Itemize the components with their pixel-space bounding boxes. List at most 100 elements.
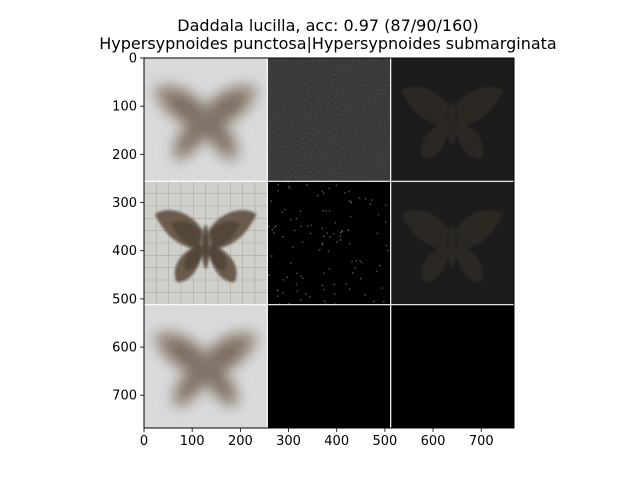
speckle bbox=[333, 283, 335, 286]
speckle bbox=[354, 267, 356, 269]
speckle bbox=[302, 277, 304, 280]
speckle bbox=[273, 226, 276, 229]
x-tick-label: 100 bbox=[180, 434, 205, 449]
speckle bbox=[300, 225, 302, 228]
speckle bbox=[282, 279, 285, 281]
speckle bbox=[308, 296, 311, 298]
cell-background bbox=[267, 304, 391, 428]
image-cell-r1-c0 bbox=[144, 181, 268, 305]
speckle bbox=[282, 236, 284, 238]
speckle bbox=[322, 235, 325, 237]
speckle bbox=[339, 235, 341, 238]
speckle bbox=[322, 192, 325, 194]
speckle bbox=[341, 230, 344, 233]
speckle bbox=[305, 293, 307, 295]
x-tick-label: 700 bbox=[469, 434, 494, 449]
speckle bbox=[284, 208, 286, 211]
speckle bbox=[321, 190, 324, 193]
speckle bbox=[369, 203, 372, 205]
speckle bbox=[341, 230, 343, 232]
speckle bbox=[339, 239, 342, 241]
speckle bbox=[307, 225, 309, 227]
speckle bbox=[277, 183, 279, 186]
speckle bbox=[385, 244, 388, 247]
speckle bbox=[328, 268, 331, 270]
x-tick-label: 600 bbox=[421, 434, 446, 449]
image-cell-r1-c1 bbox=[267, 181, 391, 305]
speckle bbox=[310, 224, 313, 226]
speckle bbox=[326, 232, 328, 234]
speckle bbox=[379, 264, 381, 267]
y-tick-label: 0 bbox=[129, 52, 137, 67]
speckle bbox=[340, 232, 342, 234]
speckle bbox=[288, 302, 290, 305]
speckle bbox=[277, 295, 279, 297]
speckle bbox=[271, 229, 274, 231]
chart-title-line2: Hypersypnoides punctosa|Hypersypnoides s… bbox=[99, 34, 556, 53]
speckle bbox=[328, 187, 330, 190]
x-tick-label: 200 bbox=[228, 434, 253, 449]
speckle bbox=[286, 276, 288, 279]
speckle bbox=[321, 243, 324, 246]
speckle bbox=[336, 241, 338, 243]
speckle bbox=[350, 202, 353, 204]
speckle bbox=[300, 299, 302, 301]
x-tick-label: 300 bbox=[276, 434, 301, 449]
image-cell-r2-c0 bbox=[144, 304, 268, 428]
cell-background bbox=[267, 181, 391, 305]
speckle bbox=[332, 233, 334, 235]
speckle bbox=[323, 272, 325, 274]
speckle bbox=[348, 200, 350, 202]
speckle bbox=[325, 210, 327, 212]
speckle bbox=[344, 191, 346, 194]
cell-background bbox=[390, 304, 514, 428]
speckle bbox=[348, 242, 351, 245]
speckle bbox=[290, 262, 292, 264]
speckle bbox=[292, 246, 294, 248]
image-cell-r2-c2 bbox=[390, 304, 514, 428]
speckle bbox=[306, 183, 308, 186]
speckle bbox=[351, 272, 354, 274]
y-tick-label: 300 bbox=[112, 196, 137, 211]
speckle bbox=[287, 181, 290, 183]
speckle bbox=[358, 197, 361, 199]
speckle bbox=[333, 293, 336, 295]
speckle bbox=[347, 229, 350, 232]
speckle bbox=[385, 221, 387, 223]
x-tick-label: 500 bbox=[372, 434, 397, 449]
image-cell-r2-c1 bbox=[267, 304, 391, 428]
speckle bbox=[317, 194, 319, 197]
y-tick-label: 500 bbox=[112, 292, 137, 307]
x-tick-label: 400 bbox=[324, 434, 349, 449]
cell-separators bbox=[144, 58, 514, 428]
speckle bbox=[321, 227, 323, 230]
speckle bbox=[351, 261, 353, 263]
speckle bbox=[273, 232, 275, 234]
speckle bbox=[345, 283, 348, 286]
speckle bbox=[350, 215, 352, 218]
speckle bbox=[348, 190, 350, 193]
speckle bbox=[270, 200, 272, 202]
speckle bbox=[364, 198, 367, 200]
speckle bbox=[323, 288, 326, 291]
speckle bbox=[350, 200, 352, 203]
image-cell-r1-c2 bbox=[390, 181, 514, 305]
y-tick-label: 700 bbox=[112, 389, 137, 404]
speckle bbox=[276, 289, 279, 292]
speckle bbox=[321, 242, 323, 244]
speckle bbox=[371, 199, 373, 201]
speckle bbox=[387, 249, 389, 252]
image-cell-r0-c1 bbox=[267, 58, 391, 182]
speckle bbox=[321, 284, 323, 287]
speckle bbox=[329, 236, 331, 238]
speckle bbox=[355, 260, 358, 262]
speckle bbox=[360, 261, 363, 264]
speckle bbox=[319, 249, 321, 251]
speckle bbox=[296, 272, 298, 274]
speckle bbox=[335, 184, 338, 186]
speckle bbox=[328, 210, 331, 212]
speckle bbox=[268, 225, 270, 228]
speckle bbox=[376, 270, 378, 272]
speckle bbox=[334, 222, 337, 224]
